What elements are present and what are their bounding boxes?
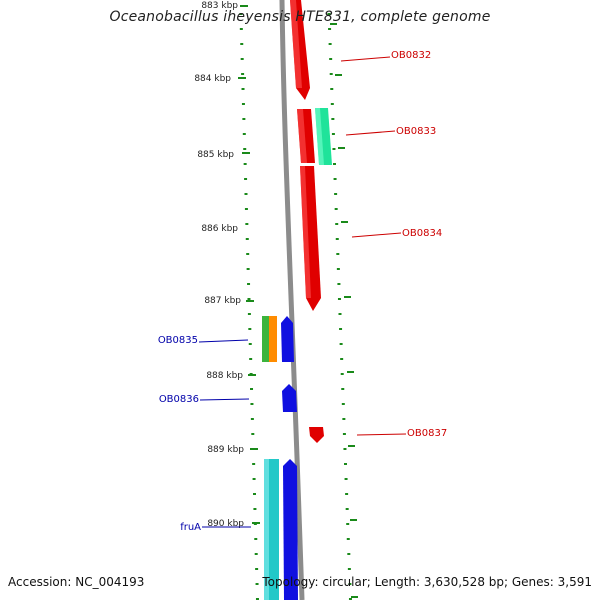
gene-orange-reverse[interactable] (269, 316, 277, 362)
inner-ruler-dots (239, 13, 259, 600)
label-ob0834[interactable]: OB0834 (402, 228, 442, 239)
tick-label-883: 883 kbp (201, 1, 238, 11)
label-ob0833[interactable]: OB0833 (396, 126, 436, 137)
gene-ob0835[interactable] (281, 316, 294, 362)
gene-ob0833-shade (297, 109, 307, 163)
map-title: Oceanobacillus iheyensis HTE831, complet… (109, 9, 491, 25)
leader-ob0835 (198, 339, 249, 343)
tick-label-890: 890 kbp (207, 519, 244, 529)
outer-ruler-dots (327, 13, 358, 600)
label-frua[interactable]: fruA (180, 522, 201, 533)
tick-label-885: 885 kbp (197, 150, 234, 160)
tick-label-887: 887 kbp (204, 296, 241, 306)
tick-label-888: 888 kbp (206, 371, 243, 381)
leader-ob0836 (199, 398, 250, 401)
gene-ob0834-shade (300, 166, 311, 298)
gene-ob0832-shade (290, 0, 302, 88)
tick-label-886: 886 kbp (201, 224, 238, 234)
label-ob0835[interactable]: OB0835 (158, 335, 198, 346)
tick-label-889: 889 kbp (207, 445, 244, 455)
label-ob0836[interactable]: OB0836 (159, 394, 199, 405)
genome-summary-text: Topology: circular; Length: 3,630,528 bp… (262, 575, 592, 589)
feature-labels: OB0832 OB0833 OB0834 OB0837 OB0835 OB083… (158, 50, 447, 533)
accession-text: Accession: NC_004193 (8, 575, 145, 589)
label-ob0832[interactable]: OB0832 (391, 50, 431, 61)
gene-green-reverse[interactable] (262, 316, 269, 362)
forward-features (290, 0, 332, 443)
leader-ob0834 (351, 232, 402, 238)
leader-ob0833 (345, 130, 396, 136)
ruler-ticks: 883 kbp 884 kbp 885 kbp 886 kbp 887 kbp … (194, 1, 260, 529)
tick-label-884: 884 kbp (194, 74, 231, 84)
leader-ob0832 (340, 56, 391, 62)
gene-green-forward-shade (315, 108, 324, 165)
gene-ob0836[interactable] (282, 384, 297, 412)
genome-backbone (279, 0, 305, 600)
gene-ob0837[interactable] (309, 427, 324, 443)
leader-ob0837 (356, 433, 407, 436)
reverse-features (262, 316, 298, 600)
label-ob0837[interactable]: OB0837 (407, 428, 447, 439)
gene-frua[interactable] (283, 459, 298, 600)
gene-cyan-reverse-shade (264, 459, 269, 600)
